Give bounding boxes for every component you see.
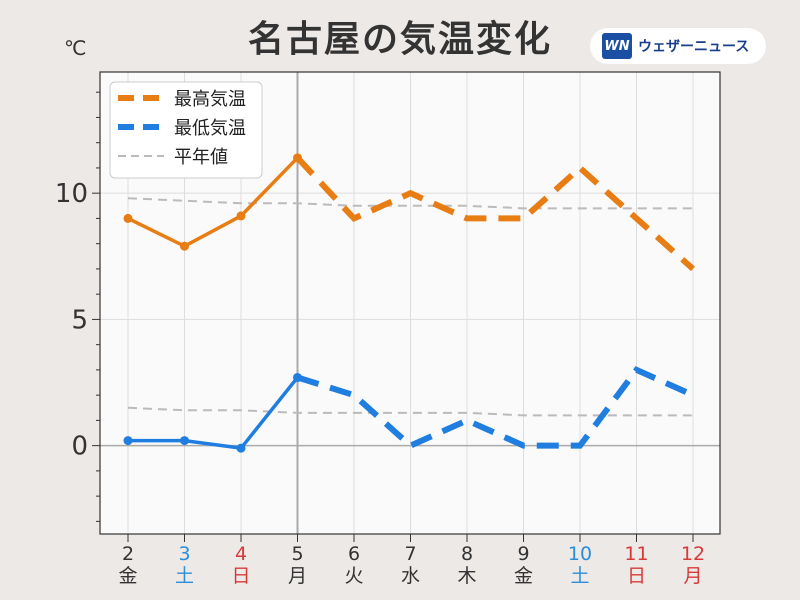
y-tick-label: 10: [55, 179, 88, 209]
data-point-low: [293, 372, 302, 382]
x-tick-label-date: 5: [291, 543, 303, 565]
weathernews-logo: WN ウェザーニュース: [590, 28, 766, 64]
data-point-low: [180, 436, 189, 446]
data-point-high: [180, 241, 189, 251]
x-tick-label-weekday: 月: [683, 565, 702, 587]
legend-label-high: 最高気温: [174, 89, 246, 110]
x-tick-label-date: 11: [624, 543, 648, 565]
data-point-high: [123, 213, 133, 223]
series-line-normal-high: [127, 197, 693, 210]
x-tick-label-weekday: 金: [514, 565, 533, 587]
x-tick-label-date: 4: [235, 543, 247, 565]
x-tick-label-date: 10: [568, 543, 592, 565]
y-axis-unit: ℃: [64, 36, 87, 60]
x-tick-label-weekday: 土: [570, 565, 589, 587]
x-tick-label-weekday: 火: [344, 565, 363, 587]
data-point-low: [236, 443, 246, 453]
legend-label-low: 最低気温: [174, 118, 246, 139]
x-tick-label-date: 3: [178, 543, 190, 565]
x-tick-label-weekday: 水: [401, 565, 420, 587]
weathernews-logo-text: ウェザーニュース: [638, 39, 750, 55]
data-point-low: [123, 436, 133, 446]
series-line-low-observed: [128, 376, 299, 451]
x-tick-label-weekday: 日: [231, 565, 250, 587]
data-point-high: [293, 153, 302, 163]
x-tick-label-date: 8: [461, 543, 473, 565]
x-tick-label-date: 2: [122, 543, 134, 565]
weathernews-logo-icon: WN: [602, 33, 632, 59]
x-tick-label-date: 7: [404, 543, 416, 565]
x-tick-label-weekday: 日: [627, 565, 646, 587]
x-tick-label-date: 6: [348, 543, 360, 565]
x-tick-label-weekday: 金: [118, 565, 137, 587]
legend-box: [109, 81, 263, 179]
legend-label-normal: 平年値: [174, 147, 228, 168]
x-tick-label-weekday: 土: [175, 565, 194, 587]
chart-title: 名古屋の気温変化: [247, 19, 552, 60]
x-tick-label-date: 12: [681, 543, 705, 565]
series-line-low-forecast: [296, 366, 695, 450]
series-line-normal-low: [127, 406, 693, 417]
y-tick-label: 5: [71, 305, 88, 335]
series-line-high-observed: [127, 156, 299, 249]
y-tick-label: 0: [71, 432, 88, 462]
x-tick-label-date: 9: [517, 543, 529, 565]
data-point-high: [236, 211, 246, 221]
x-tick-label-weekday: 月: [288, 565, 307, 587]
x-tick-label-weekday: 木: [457, 565, 476, 587]
